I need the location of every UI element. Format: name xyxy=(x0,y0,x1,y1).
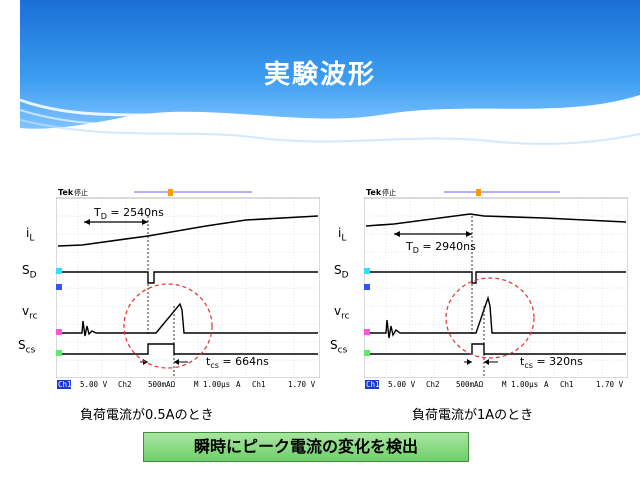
slide-title: 実験波形 xyxy=(263,60,376,90)
tcs-measurement: tcs = 320ns xyxy=(520,355,583,370)
footer-ch1-scale: 5.00 V xyxy=(80,380,108,389)
channel-4-marker xyxy=(364,350,370,356)
channel-1-marker xyxy=(56,284,62,290)
signal-label-scs: Scs xyxy=(18,338,36,356)
footer-trig-mode: A xyxy=(544,380,549,389)
channel-2-marker xyxy=(364,268,370,274)
trace-sd xyxy=(58,271,318,284)
td-measurement: TD = 2940ns xyxy=(405,240,476,255)
trace-vrc xyxy=(58,302,318,337)
oscilloscope-right: Tek 停止 TD = 2940ns tcs = 320ns Ch1 xyxy=(364,186,628,390)
trace-il xyxy=(57,215,319,247)
scope-brand: Tek xyxy=(366,188,382,197)
footer-trig-level: 1.70 V xyxy=(596,380,624,389)
caption-left: 負荷電流が0.5Aのとき xyxy=(80,408,214,423)
scope-status: 停止 xyxy=(74,188,88,197)
footer-ch2-scale: 500mAΩ xyxy=(456,380,484,389)
footer-ch1: Ch1 xyxy=(58,380,72,389)
signal-label-il: iL xyxy=(26,226,35,244)
trigger-marker-icon xyxy=(168,189,173,196)
signal-label-vrc-right: vrc xyxy=(334,304,350,322)
trace-sd xyxy=(366,271,626,284)
trace-vrc xyxy=(366,295,626,339)
signal-label-scs-right: Scs xyxy=(330,338,348,356)
channel-3-marker xyxy=(56,329,62,335)
signal-label-sd-right: SD xyxy=(334,263,349,281)
highlight-circle xyxy=(123,283,213,369)
signal-label-il-right: iL xyxy=(338,226,347,244)
channel-3-marker xyxy=(364,329,370,335)
trace-scs xyxy=(58,343,318,355)
footer-ch1-scale: 5.00 V xyxy=(388,380,416,389)
footer-ch2-scale: 500mAΩ xyxy=(148,380,176,389)
footer-trig-ch: Ch1 xyxy=(252,380,266,389)
trace-il xyxy=(365,213,627,227)
oscilloscope-left: Tek 停止 TD = 2540ns xyxy=(56,186,320,390)
footer-time: M 1.00µs xyxy=(194,380,230,389)
highlight-circle xyxy=(445,277,535,359)
conclusion-box: 瞬時にピーク電流の変化を検出 xyxy=(143,432,469,462)
tcs-measurement: tcs = 664ns xyxy=(206,355,269,370)
footer-trig-level: 1.70 V xyxy=(288,380,316,389)
scope-status: 停止 xyxy=(382,188,396,197)
channel-4-marker xyxy=(56,350,62,356)
trace-scs xyxy=(366,343,626,355)
trigger-marker-icon xyxy=(476,189,481,196)
caption-right: 負荷電流が1Aのとき xyxy=(412,408,534,423)
signal-label-sd: SD xyxy=(22,263,37,281)
footer-ch1: Ch1 xyxy=(366,380,380,389)
scope-brand: Tek xyxy=(58,188,74,197)
channel-1-marker xyxy=(364,284,370,290)
footer-trig-mode: A xyxy=(236,380,241,389)
td-measurement: TD = 2540ns xyxy=(93,206,164,221)
header-wave-graphic xyxy=(19,0,640,145)
footer-ch2: Ch2 xyxy=(426,380,440,389)
signal-label-vrc: vrc xyxy=(22,304,38,322)
footer-time: M 1.00µs xyxy=(502,380,538,389)
header-banner xyxy=(0,0,640,150)
footer-ch2: Ch2 xyxy=(118,380,132,389)
channel-2-marker xyxy=(56,268,62,274)
footer-trig-ch: Ch1 xyxy=(560,380,574,389)
